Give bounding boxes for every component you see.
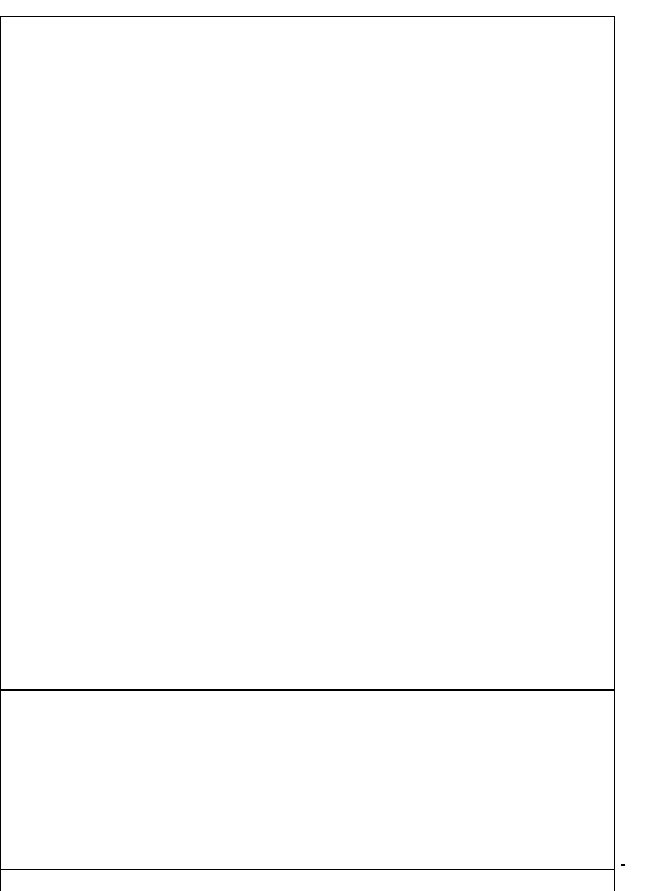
x-axis-date-strip <box>0 870 615 891</box>
price-chart-panel[interactable] <box>0 16 615 690</box>
volume-y-axis <box>615 690 668 870</box>
volume-scale-chip <box>621 864 625 866</box>
volume-bar-series <box>1 691 614 869</box>
price-ohlc-series <box>1 17 614 689</box>
volume-chart-panel[interactable] <box>0 690 615 870</box>
price-y-axis <box>615 16 668 690</box>
chart-title <box>0 1 614 16</box>
